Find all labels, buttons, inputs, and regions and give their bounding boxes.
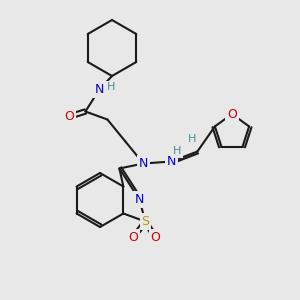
Text: H: H <box>188 134 196 145</box>
Text: N: N <box>95 83 104 96</box>
Text: N: N <box>139 157 148 170</box>
Text: O: O <box>64 110 74 123</box>
Text: H: H <box>173 146 182 157</box>
Text: S: S <box>141 215 149 228</box>
Text: N: N <box>135 193 144 206</box>
Text: H: H <box>107 82 116 92</box>
Text: O: O <box>227 107 237 121</box>
Text: N: N <box>167 155 176 168</box>
Text: O: O <box>150 231 160 244</box>
Text: O: O <box>128 231 138 244</box>
